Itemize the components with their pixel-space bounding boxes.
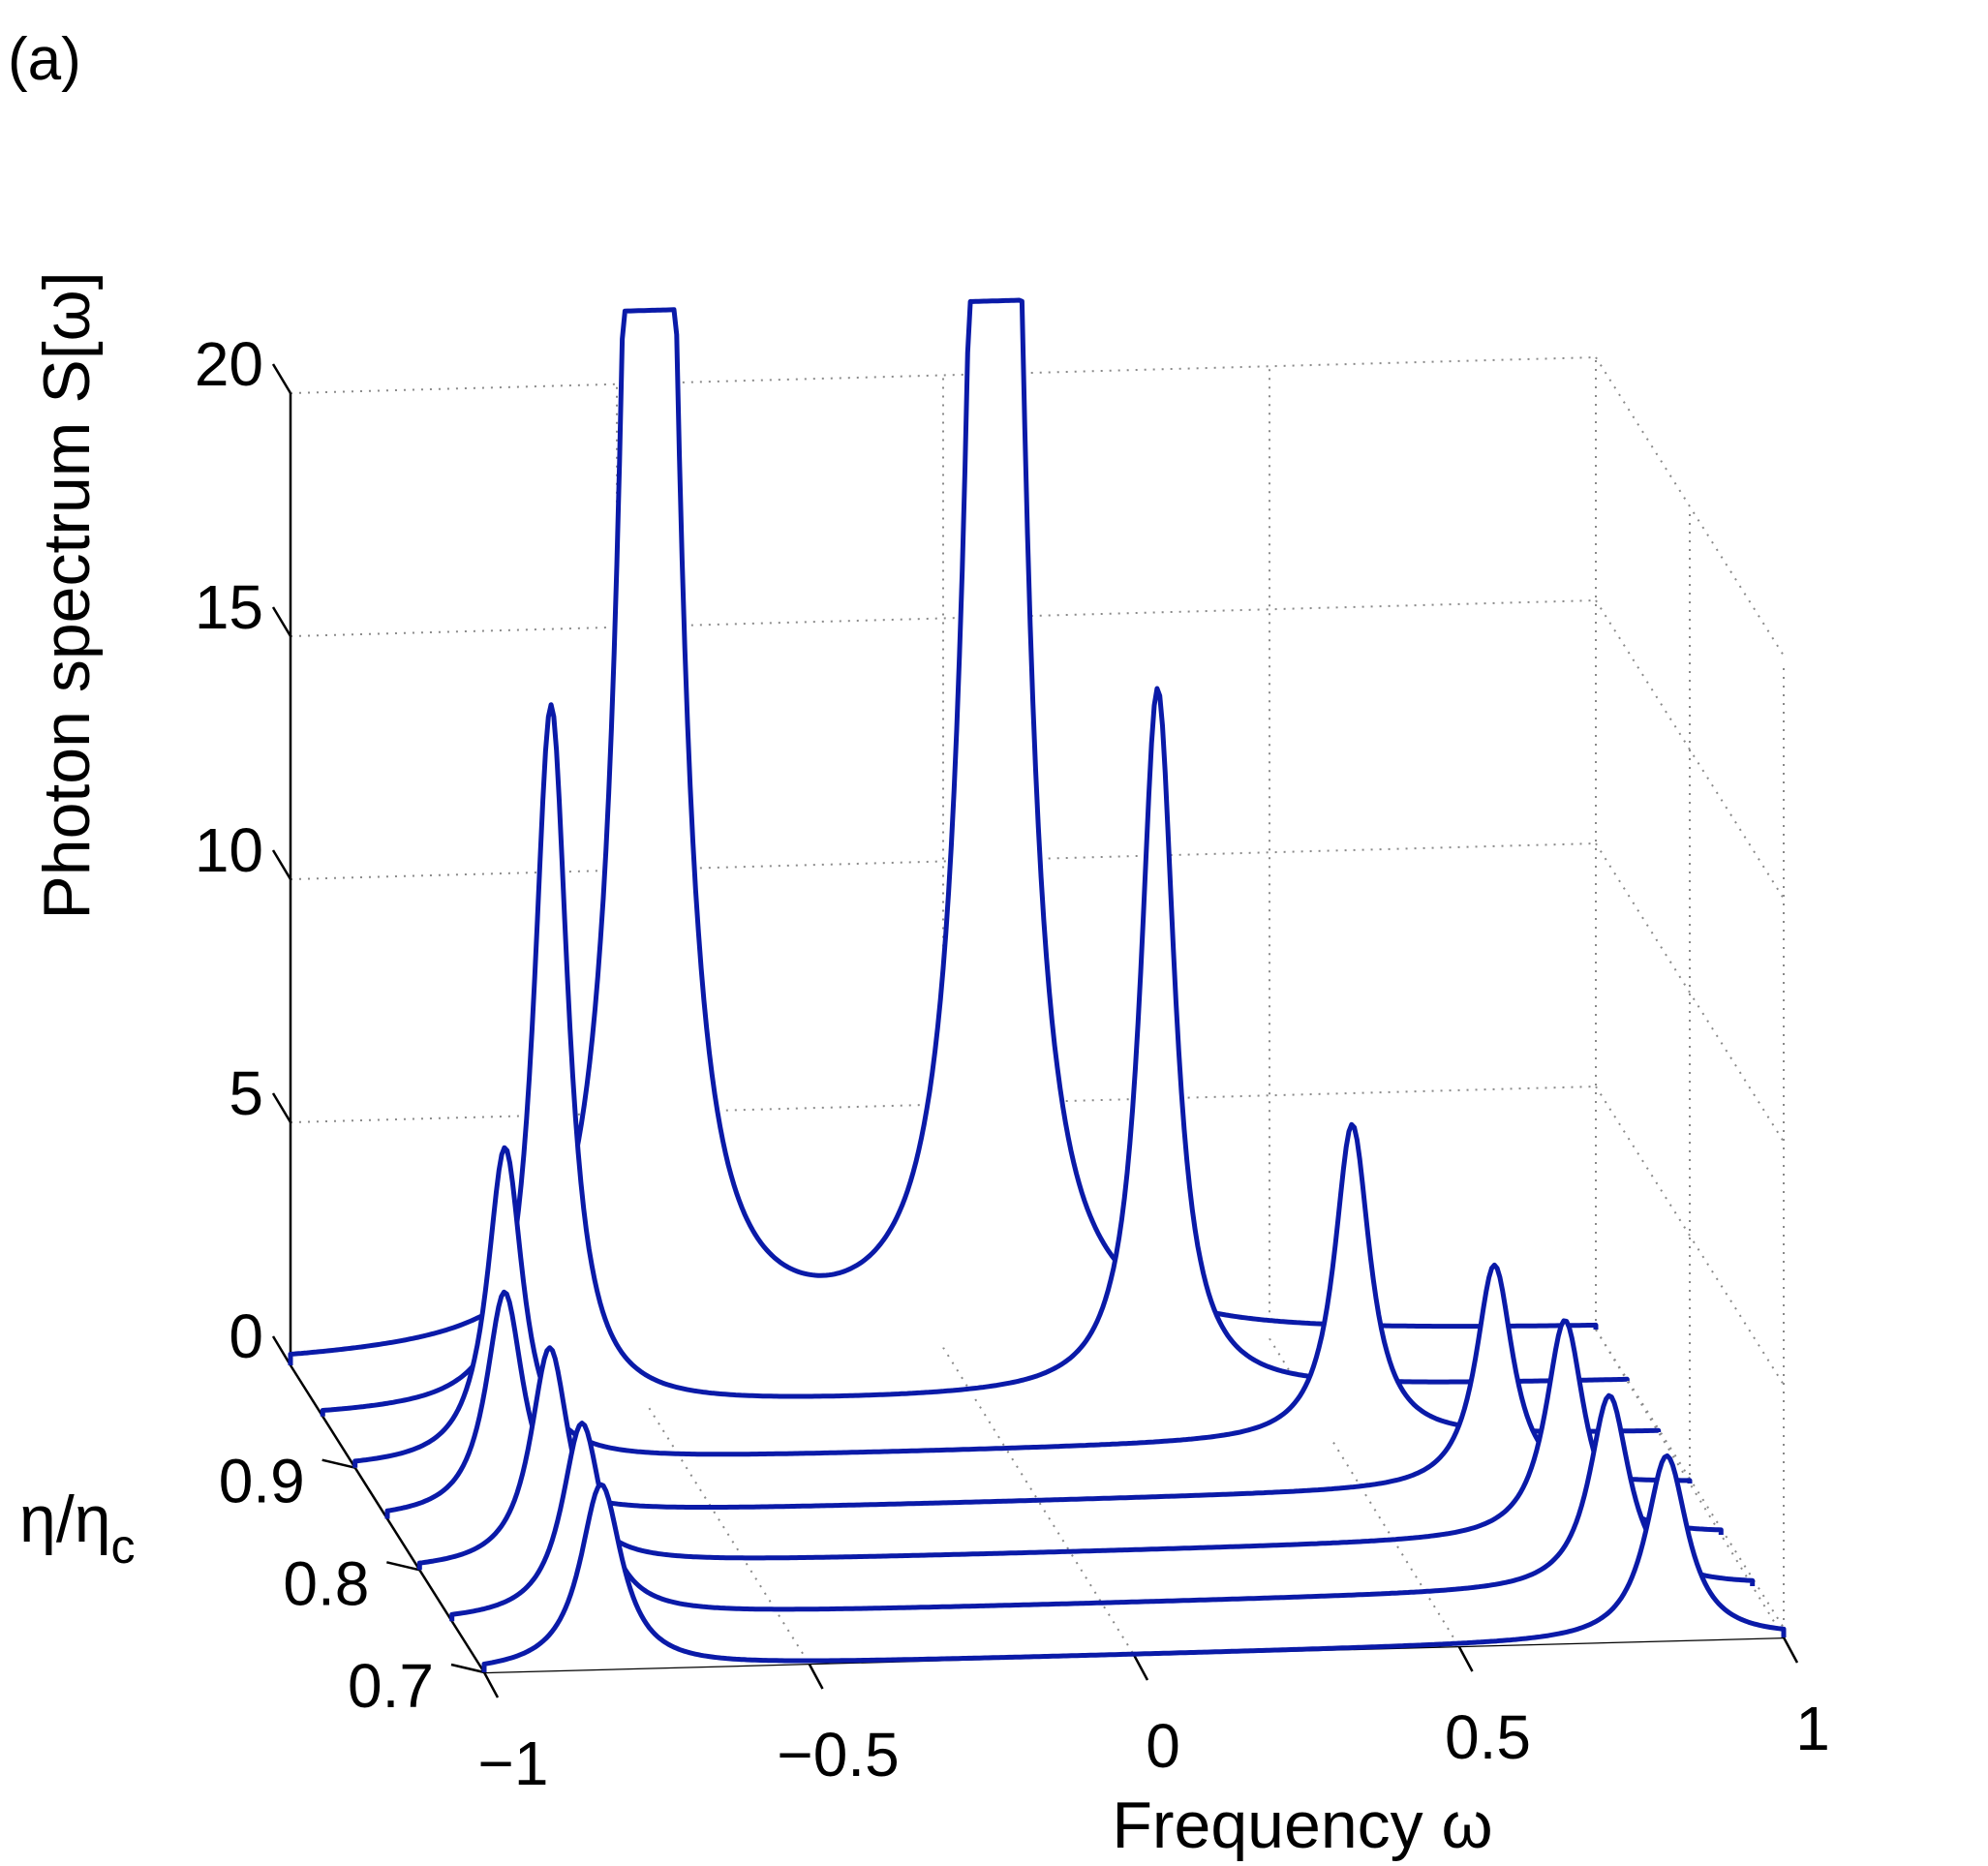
eta-axis-title-main: η/η xyxy=(19,1483,111,1556)
z-tick-mark-1 xyxy=(271,1092,292,1123)
panel-label: (a) xyxy=(8,26,81,93)
spectrum-trace-1 xyxy=(320,686,1630,1417)
eta-axis-title: η/ηc xyxy=(19,1483,136,1574)
side-wall-gridline-z-1 xyxy=(1595,1086,1785,1386)
z-tick-label-1: 5 xyxy=(229,1058,263,1128)
eta-tick-mark-2 xyxy=(450,1663,485,1674)
z-tick-label-4: 20 xyxy=(195,329,263,399)
x-tick-label-1: −0.5 xyxy=(777,1720,899,1790)
x-tick-mark-1 xyxy=(808,1663,824,1690)
x-tick-label-3: 0.5 xyxy=(1445,1702,1531,1772)
x-tick-mark-4 xyxy=(1782,1637,1799,1664)
x-tick-mark-0 xyxy=(482,1671,500,1698)
eta-tick-label-2: 0.7 xyxy=(348,1651,434,1721)
z-tick-label-3: 15 xyxy=(195,572,263,642)
eta-tick-mark-0 xyxy=(321,1458,355,1469)
z-tick-mark-0 xyxy=(271,1335,292,1366)
z-axis-title: Photon spectrum S[ω] xyxy=(30,271,104,919)
x-axis-title: Frequency ω xyxy=(1112,1789,1492,1862)
x-tick-label-4: 1 xyxy=(1795,1694,1830,1763)
z-tick-mark-2 xyxy=(271,849,292,880)
eta-axis-title-subscript: c xyxy=(111,1519,136,1574)
eta-tick-label-1: 0.8 xyxy=(283,1548,369,1618)
z-tick-mark-4 xyxy=(271,363,292,394)
x-tick-mark-3 xyxy=(1457,1645,1474,1672)
side-wall-gridline-z-2 xyxy=(1595,842,1785,1143)
tick-labels: 0 5 10 15 20 −1 −0.5 0 0.5 1 0.9 0.8 0.7 xyxy=(195,329,1830,1798)
spectrum-traces xyxy=(288,297,1787,1672)
spectrum-trace-6 xyxy=(481,1453,1787,1672)
z-tick-label-2: 10 xyxy=(195,815,263,885)
x-tick-label-2: 0 xyxy=(1146,1711,1180,1781)
x-tick-label-0: −1 xyxy=(478,1728,549,1798)
x-tick-mark-2 xyxy=(1132,1654,1149,1681)
z-tick-mark-3 xyxy=(271,606,292,637)
eta-tick-label-0: 0.9 xyxy=(219,1447,305,1516)
eta-tick-mark-1 xyxy=(386,1561,420,1572)
z-tick-label-0: 0 xyxy=(229,1301,263,1371)
